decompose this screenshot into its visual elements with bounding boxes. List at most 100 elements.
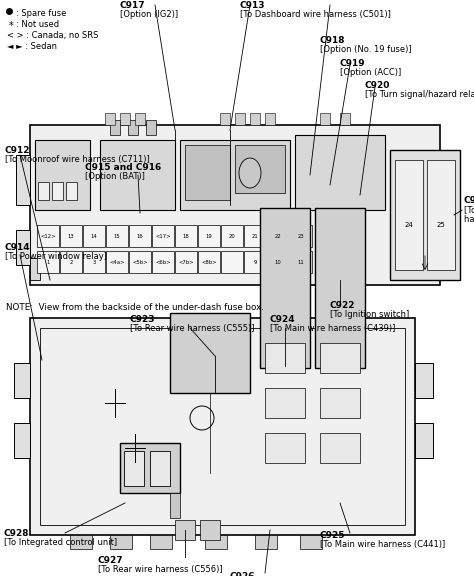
Text: < > : Canada, no SRS: < > : Canada, no SRS <box>7 31 99 40</box>
Text: [To SRS main
harness (C801)]: [To SRS main harness (C801)] <box>464 205 474 225</box>
Bar <box>265 113 275 125</box>
Bar <box>235 145 285 193</box>
Text: C918: C918 <box>320 36 346 45</box>
Text: 13: 13 <box>68 234 74 240</box>
Text: : Not used: : Not used <box>16 20 59 29</box>
Bar <box>415 363 433 398</box>
Bar <box>265 388 305 418</box>
Bar <box>198 225 220 247</box>
Text: ◄ ► : Sedan: ◄ ► : Sedan <box>7 42 57 51</box>
Bar <box>60 251 82 273</box>
Text: 15: 15 <box>114 234 120 240</box>
Bar <box>300 535 322 549</box>
Text: 20: 20 <box>228 234 236 240</box>
Bar <box>340 113 350 125</box>
Bar <box>14 423 30 458</box>
Text: 2: 2 <box>69 260 73 266</box>
Bar <box>175 251 197 273</box>
Text: 18: 18 <box>182 234 190 240</box>
Bar <box>267 251 289 273</box>
Text: <4a>: <4a> <box>109 260 125 266</box>
Bar <box>110 535 132 549</box>
Bar <box>150 535 172 549</box>
Ellipse shape <box>239 158 261 188</box>
Text: C927: C927 <box>98 556 124 565</box>
Text: [To Moonroof wire harness (C711)]: [To Moonroof wire harness (C711)] <box>5 155 150 164</box>
Text: 25: 25 <box>437 222 446 228</box>
Bar <box>16 230 30 265</box>
Text: <8b>: <8b> <box>201 260 217 266</box>
Bar <box>221 251 243 273</box>
Text: 23: 23 <box>298 234 304 240</box>
Bar <box>267 225 289 247</box>
Text: C922: C922 <box>330 301 356 310</box>
Bar <box>220 113 230 125</box>
Bar <box>124 451 144 486</box>
Bar <box>30 125 440 285</box>
Text: 3: 3 <box>92 260 96 266</box>
Bar <box>265 343 305 373</box>
Bar <box>129 251 151 273</box>
Bar <box>205 535 227 549</box>
Bar <box>320 388 360 418</box>
Text: C921: C921 <box>464 196 474 205</box>
Bar <box>66 182 77 200</box>
Bar <box>255 535 277 549</box>
Bar <box>83 251 105 273</box>
Bar <box>200 520 220 540</box>
Text: : Spare fuse: : Spare fuse <box>16 9 66 18</box>
Bar <box>106 251 128 273</box>
Bar <box>170 493 180 518</box>
Text: [To Main wire harness (C441)]: [To Main wire harness (C441)] <box>320 540 445 549</box>
Bar <box>100 140 175 210</box>
Text: <5b>: <5b> <box>132 260 148 266</box>
Text: C915 and C916: C915 and C916 <box>85 163 161 172</box>
Text: <12>: <12> <box>40 234 56 240</box>
Bar <box>128 120 138 135</box>
Bar <box>16 155 30 205</box>
Bar <box>83 225 105 247</box>
Bar <box>320 433 360 463</box>
Text: [Option (BAT)]: [Option (BAT)] <box>85 172 145 181</box>
Bar <box>390 150 460 280</box>
Text: <6b>: <6b> <box>155 260 171 266</box>
Bar <box>427 160 455 270</box>
Bar <box>120 113 130 125</box>
Text: C923: C923 <box>130 315 155 324</box>
Text: C913: C913 <box>240 1 265 10</box>
Text: [To Rear wire harness (C555)]: [To Rear wire harness (C555)] <box>130 324 255 333</box>
Text: [Option (ACC)]: [Option (ACC)] <box>340 68 401 77</box>
Bar <box>265 433 305 463</box>
Text: C912: C912 <box>5 146 30 155</box>
Bar <box>175 225 197 247</box>
Bar <box>35 140 90 210</box>
Bar <box>180 140 290 210</box>
Bar <box>110 120 120 135</box>
Bar <box>440 230 454 265</box>
Bar <box>152 251 174 273</box>
Bar <box>320 113 330 125</box>
Text: [To Power window relay]: [To Power window relay] <box>5 252 107 261</box>
Text: C917: C917 <box>120 1 146 10</box>
Bar <box>30 318 415 535</box>
Text: [To Turn signal/hazard relay]: [To Turn signal/hazard relay] <box>365 90 474 99</box>
Bar <box>320 343 360 373</box>
Bar <box>146 120 156 135</box>
Text: <7b>: <7b> <box>178 260 194 266</box>
Bar <box>60 225 82 247</box>
Bar <box>14 363 30 398</box>
Bar <box>250 113 260 125</box>
Text: *: * <box>9 21 14 31</box>
Bar <box>106 225 128 247</box>
Text: [Option (IG2)]: [Option (IG2)] <box>120 10 178 19</box>
Text: 16: 16 <box>137 234 143 240</box>
Bar <box>244 251 266 273</box>
Text: [To Rear wire harness (C556)]: [To Rear wire harness (C556)] <box>98 565 223 574</box>
Text: C924: C924 <box>270 315 296 324</box>
Text: NOTE:  View from the backside of the under-dash fuse box.: NOTE: View from the backside of the unde… <box>6 303 264 312</box>
Bar <box>440 155 454 205</box>
Bar <box>40 328 405 525</box>
Bar <box>395 160 423 270</box>
Text: 14: 14 <box>91 234 97 240</box>
Text: 10: 10 <box>274 260 282 266</box>
